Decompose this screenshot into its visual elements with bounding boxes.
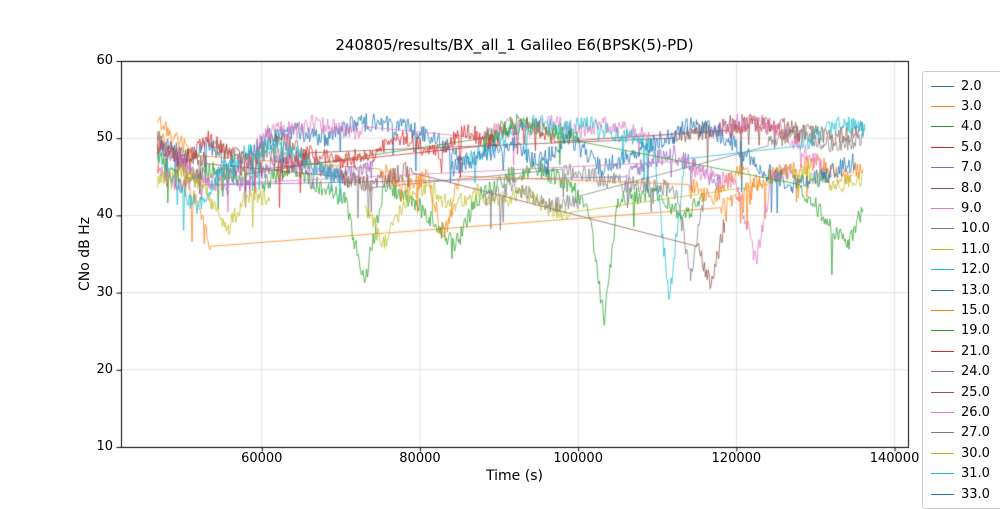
legend-item: 26.0 bbox=[923, 402, 1000, 422]
legend-item: 15.0 bbox=[923, 300, 1000, 320]
legend-label: 7.0 bbox=[961, 160, 982, 176]
legend-line-swatch bbox=[931, 106, 954, 108]
legend-line-swatch bbox=[931, 269, 954, 271]
legend-line-swatch bbox=[931, 187, 954, 189]
legend-item: 33.0 bbox=[923, 484, 1000, 504]
legend-item: 19.0 bbox=[923, 321, 1000, 341]
legend-line-swatch bbox=[931, 493, 954, 495]
legend-line-swatch bbox=[931, 126, 954, 128]
x-tick-label: 140000 bbox=[869, 451, 920, 466]
x-axis-label: Time (s) bbox=[486, 468, 543, 484]
y-tick-label: 20 bbox=[96, 361, 113, 377]
x-tick-label: 120000 bbox=[711, 451, 762, 466]
legend-item: 30.0 bbox=[923, 443, 1000, 463]
x-tick-label: 80000 bbox=[399, 451, 441, 466]
y-tick-label: 10 bbox=[96, 439, 113, 454]
legend-label: 26.0 bbox=[961, 404, 990, 420]
legend-label: 25.0 bbox=[961, 384, 990, 400]
legend-label: 24.0 bbox=[961, 364, 990, 380]
legend-item: 7.0 bbox=[923, 158, 1000, 178]
y-tick-label: 50 bbox=[96, 130, 113, 146]
legend-line-swatch bbox=[931, 85, 954, 87]
y-tick-label: 40 bbox=[96, 207, 113, 223]
legend-label: 15.0 bbox=[961, 302, 990, 318]
legend-label: 33.0 bbox=[961, 486, 990, 502]
legend-line-swatch bbox=[931, 289, 954, 291]
y-tick-label: 30 bbox=[96, 284, 113, 300]
legend-label: 9.0 bbox=[961, 201, 982, 217]
legend-item: 9.0 bbox=[923, 198, 1000, 218]
y-axis-label: CNo dB Hz bbox=[77, 216, 93, 292]
legend-label: 5.0 bbox=[961, 139, 982, 155]
legend-label: 2.0 bbox=[961, 78, 982, 94]
legend-item: 11.0 bbox=[923, 239, 1000, 259]
legend-item: 31.0 bbox=[923, 463, 1000, 483]
legend-label: 10.0 bbox=[961, 221, 990, 237]
legend-line-swatch bbox=[931, 350, 954, 352]
legend-label: 21.0 bbox=[961, 343, 990, 359]
legend-label: 8.0 bbox=[961, 180, 982, 196]
legend-label: 31.0 bbox=[961, 466, 990, 482]
legend-item: 3.0 bbox=[923, 96, 1000, 116]
legend-line-swatch bbox=[931, 248, 954, 250]
legend-label: 19.0 bbox=[961, 323, 990, 339]
legend-item: 5.0 bbox=[923, 137, 1000, 157]
legend-line-swatch bbox=[931, 228, 954, 230]
legend-item: 27.0 bbox=[923, 423, 1000, 443]
x-tick-label: 100000 bbox=[553, 451, 603, 466]
legend-line-swatch bbox=[931, 391, 954, 393]
legend-line-swatch bbox=[931, 452, 954, 454]
x-tick-label: 60000 bbox=[241, 451, 283, 466]
legend-item: 25.0 bbox=[923, 382, 1000, 402]
legend-line-swatch bbox=[931, 167, 954, 169]
legend-line-swatch bbox=[931, 208, 954, 210]
legend-item: 2.0 bbox=[923, 76, 1000, 96]
legend-item: 12.0 bbox=[923, 260, 1000, 280]
legend-line-swatch bbox=[931, 473, 954, 475]
y-tick-label: 60 bbox=[96, 53, 113, 68]
legend-line-swatch bbox=[931, 411, 954, 413]
legend-item: 13.0 bbox=[923, 280, 1000, 300]
legend-line-swatch bbox=[931, 371, 954, 373]
legend-item: 8.0 bbox=[923, 178, 1000, 198]
legend-line-swatch bbox=[931, 432, 954, 434]
legend-label: 30.0 bbox=[961, 445, 990, 461]
legend: 2.0 3.0 4.0 5.0 7.0 8.0 9.0 10.0 11.0 12.0 13.0 15.… bbox=[922, 71, 1000, 509]
legend-item: 21.0 bbox=[923, 341, 1000, 361]
legend-item: 10.0 bbox=[923, 219, 1000, 239]
legend-item: 24.0 bbox=[923, 361, 1000, 381]
chart-title: 240805/results/BX_all_1 Galileo E6(BPSK(… bbox=[335, 36, 694, 54]
legend-label: 13.0 bbox=[961, 282, 990, 298]
legend-item: 4.0 bbox=[923, 117, 1000, 137]
legend-label: 11.0 bbox=[961, 241, 990, 257]
legend-label: 4.0 bbox=[961, 119, 982, 135]
legend-line-swatch bbox=[931, 146, 954, 148]
legend-label: 27.0 bbox=[961, 425, 990, 441]
legend-line-swatch bbox=[931, 309, 954, 311]
legend-label: 3.0 bbox=[961, 99, 982, 115]
legend-label: 12.0 bbox=[961, 262, 990, 278]
legend-line-swatch bbox=[931, 330, 954, 332]
